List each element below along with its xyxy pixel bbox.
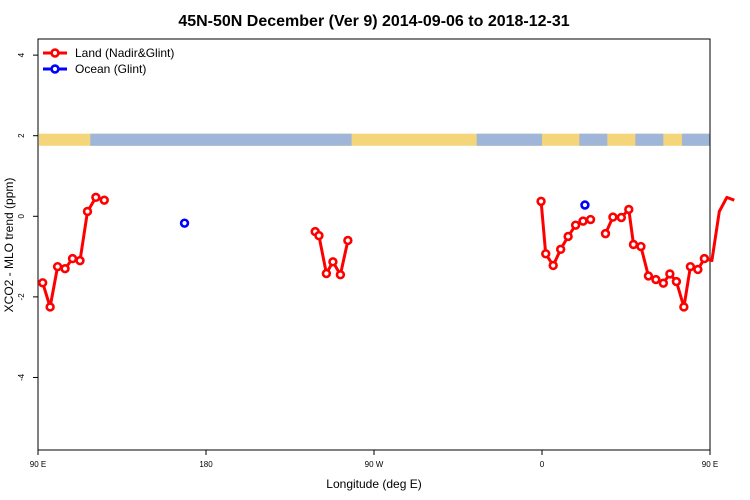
data-point [45, 302, 55, 312]
y-axis-title: XCO2 - MLO trend (ppm) [2, 178, 16, 313]
y-tick-label: 2 [17, 133, 26, 138]
data-point [600, 228, 611, 239]
data-point [608, 212, 618, 222]
data-point [651, 274, 661, 285]
legend-label: Land (Nadir&Glint) [75, 46, 174, 60]
data-point [82, 206, 93, 217]
x-tick-label: 90 E [702, 460, 718, 469]
y-axis: 4 2 0 -2 -4 [17, 52, 38, 381]
data-point [585, 214, 596, 225]
series-land [37, 192, 735, 312]
y-tick-label: -2 [17, 293, 26, 301]
data-point [328, 257, 338, 267]
x-tick-label: 180 [199, 460, 213, 469]
data-point [91, 192, 101, 203]
x-tick-label: 90 E [30, 460, 46, 469]
strip-ocean [579, 133, 608, 146]
data-point [699, 253, 710, 264]
strip-ocean [476, 133, 542, 146]
data-point [665, 269, 675, 279]
data-point [671, 276, 682, 287]
data-point [60, 263, 70, 274]
plot-frame [37, 38, 711, 451]
data-point [578, 216, 588, 226]
data-point [343, 235, 353, 246]
data-point [37, 278, 48, 288]
strip-ocean [635, 133, 664, 146]
legend-marker [50, 64, 60, 74]
y-tick-label: 4 [17, 52, 26, 57]
data-point [624, 204, 634, 215]
data-point [616, 212, 627, 223]
data-point [570, 220, 581, 230]
series-layer [37, 192, 735, 312]
data-point [628, 239, 639, 250]
data-point [563, 231, 573, 242]
data-point [643, 271, 654, 281]
data-point [52, 261, 63, 272]
data-point [67, 253, 78, 264]
data-point [580, 200, 590, 210]
x-axis: 90 E 180 90 W 0 90 E [30, 450, 718, 469]
data-point [75, 255, 85, 266]
chart-title: 45N-50N December (Ver 9) 2014-09-06 to 2… [178, 13, 569, 30]
data-point [636, 241, 646, 252]
data-point [548, 260, 558, 271]
legend: Land (Nadir&Glint) Ocean (Glint) [43, 46, 174, 76]
series-line [41, 195, 105, 309]
x-tick-label: 0 [540, 460, 545, 469]
legend-label: Ocean (Glint) [75, 62, 146, 76]
data-point [658, 278, 669, 288]
data-point [321, 268, 332, 279]
series-ocean [179, 200, 590, 228]
series-line [604, 195, 735, 309]
data-point [693, 264, 703, 275]
x-axis-title: Longitude (deg E) [326, 477, 421, 491]
land-ocean-strip [39, 133, 710, 146]
legend-marker [50, 48, 60, 58]
y-tick-label: -4 [17, 373, 26, 381]
data-point [335, 270, 346, 280]
y-tick-label: 0 [17, 214, 26, 219]
strip-ocean [90, 133, 352, 146]
data-point [685, 261, 696, 272]
data-point [679, 302, 689, 312]
strip-ocean [682, 133, 710, 146]
data-point [555, 244, 566, 255]
data-point [536, 196, 546, 207]
data-point [179, 218, 190, 228]
data-point [99, 195, 109, 205]
data-point [541, 249, 551, 259]
x-tick-label: 90 W [365, 460, 384, 469]
data-point [314, 230, 324, 241]
